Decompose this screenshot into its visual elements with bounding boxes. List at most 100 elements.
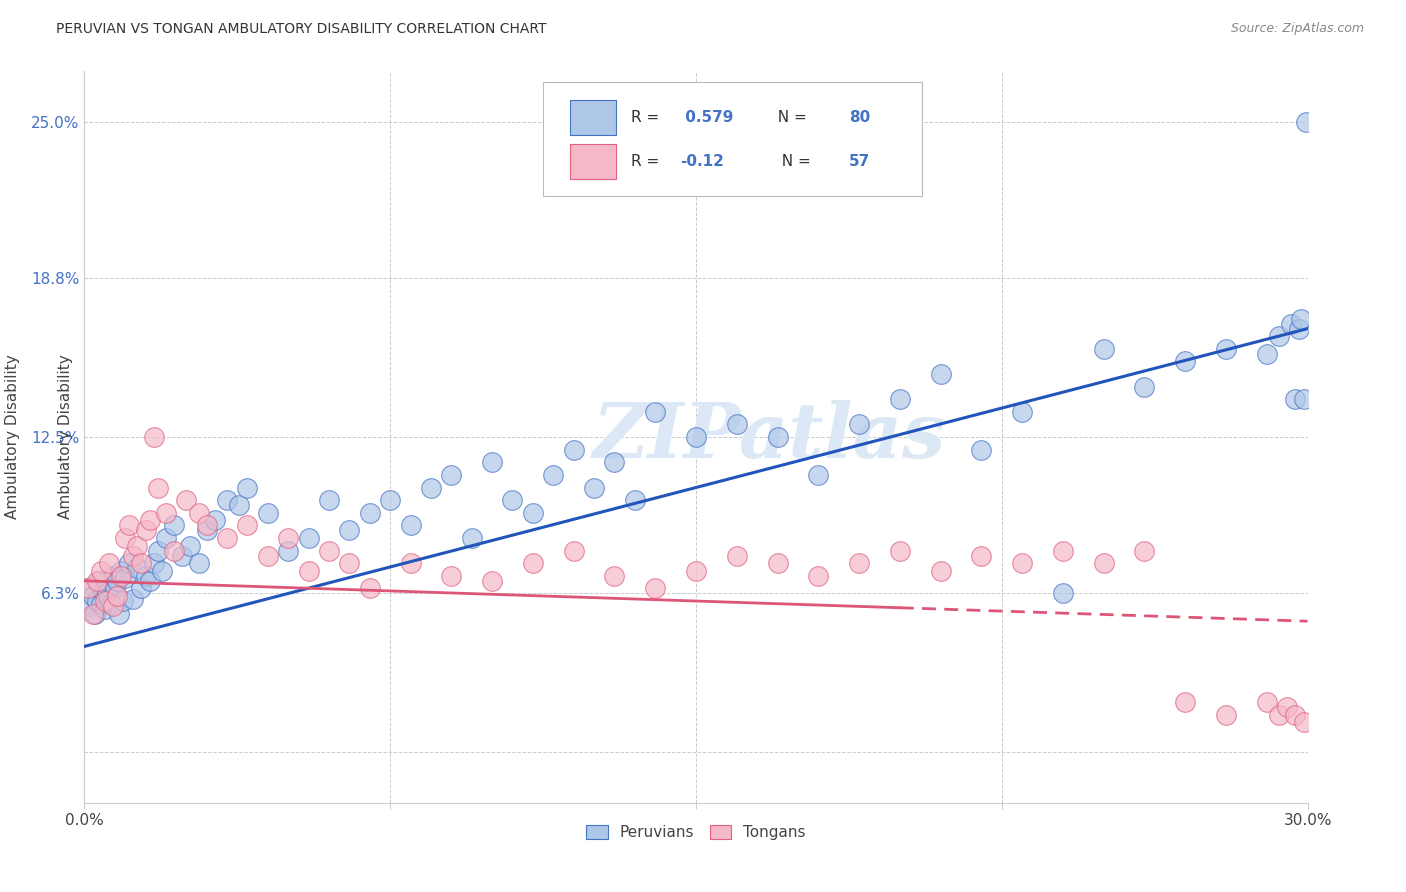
- Point: [90, 564, 112, 578]
- Point: [104, 582, 127, 596]
- Point: [163, 518, 186, 533]
- Point: [685, 564, 707, 578]
- Point: [420, 481, 443, 495]
- FancyBboxPatch shape: [569, 144, 616, 179]
- Point: [96, 586, 118, 600]
- Text: 80: 80: [849, 110, 870, 125]
- Point: [562, 442, 585, 457]
- Point: [82, 589, 104, 603]
- Point: [685, 430, 707, 444]
- Y-axis label: Ambulatory Disability: Ambulatory Disability: [58, 355, 73, 519]
- Point: [543, 467, 565, 482]
- Point: [359, 506, 381, 520]
- FancyBboxPatch shape: [543, 82, 922, 195]
- Point: [127, 561, 149, 575]
- Point: [135, 569, 157, 583]
- Point: [522, 506, 544, 520]
- Point: [142, 430, 165, 444]
- Point: [155, 531, 177, 545]
- Text: ZIPatlas: ZIPatlas: [593, 401, 946, 474]
- Point: [1092, 556, 1115, 570]
- Point: [122, 549, 145, 563]
- Point: [502, 493, 524, 508]
- Point: [228, 498, 250, 512]
- Point: [399, 556, 422, 570]
- FancyBboxPatch shape: [569, 100, 616, 135]
- Point: [138, 574, 160, 588]
- Point: [87, 574, 110, 588]
- Point: [1215, 707, 1237, 722]
- Point: [1277, 700, 1299, 714]
- Text: N =: N =: [772, 153, 815, 169]
- Point: [101, 599, 124, 613]
- Point: [848, 556, 870, 570]
- Point: [195, 524, 218, 538]
- Point: [172, 549, 194, 563]
- Point: [970, 549, 993, 563]
- Point: [105, 574, 128, 588]
- Point: [1052, 543, 1074, 558]
- Point: [644, 582, 666, 596]
- Point: [93, 594, 115, 608]
- Point: [1256, 347, 1278, 361]
- Point: [187, 506, 209, 520]
- Point: [1284, 707, 1306, 722]
- Point: [848, 417, 870, 432]
- Point: [1284, 392, 1306, 407]
- Point: [1292, 715, 1315, 730]
- Point: [359, 582, 381, 596]
- Point: [807, 569, 830, 583]
- Point: [603, 455, 626, 469]
- Point: [1052, 586, 1074, 600]
- Point: [86, 594, 108, 608]
- Point: [1174, 354, 1197, 368]
- Point: [112, 594, 135, 608]
- Point: [624, 493, 647, 508]
- Point: [929, 564, 952, 578]
- Point: [142, 556, 165, 570]
- Point: [236, 518, 259, 533]
- Point: [146, 543, 169, 558]
- Text: 0.579: 0.579: [681, 110, 734, 125]
- Point: [118, 556, 141, 570]
- Point: [298, 531, 321, 545]
- Point: [93, 601, 115, 615]
- Point: [236, 481, 259, 495]
- Point: [1268, 707, 1291, 722]
- Point: [83, 607, 105, 621]
- Point: [380, 493, 402, 508]
- Point: [110, 564, 132, 578]
- Point: [1133, 379, 1156, 393]
- Point: [257, 549, 280, 563]
- Text: PERUVIAN VS TONGAN AMBULATORY DISABILITY CORRELATION CHART: PERUVIAN VS TONGAN AMBULATORY DISABILITY…: [56, 22, 547, 37]
- Point: [339, 556, 361, 570]
- Point: [461, 531, 484, 545]
- Point: [399, 518, 422, 533]
- Point: [179, 539, 201, 553]
- Point: [481, 455, 503, 469]
- Point: [1295, 115, 1317, 129]
- Point: [318, 543, 340, 558]
- Point: [155, 506, 177, 520]
- Point: [127, 539, 149, 553]
- Point: [889, 392, 911, 407]
- Point: [725, 549, 748, 563]
- Point: [114, 531, 136, 545]
- Point: [766, 430, 789, 444]
- Point: [583, 481, 606, 495]
- Point: [105, 589, 128, 603]
- Text: Source: ZipAtlas.com: Source: ZipAtlas.com: [1230, 22, 1364, 36]
- Point: [131, 582, 153, 596]
- Point: [339, 524, 361, 538]
- Text: R =: R =: [631, 153, 664, 169]
- Text: N =: N =: [768, 110, 811, 125]
- Point: [97, 591, 120, 606]
- Point: [108, 607, 131, 621]
- Point: [146, 481, 169, 495]
- Point: [77, 582, 100, 596]
- Point: [1288, 321, 1310, 335]
- Point: [1268, 329, 1291, 343]
- Point: [90, 597, 112, 611]
- Point: [277, 531, 299, 545]
- Point: [725, 417, 748, 432]
